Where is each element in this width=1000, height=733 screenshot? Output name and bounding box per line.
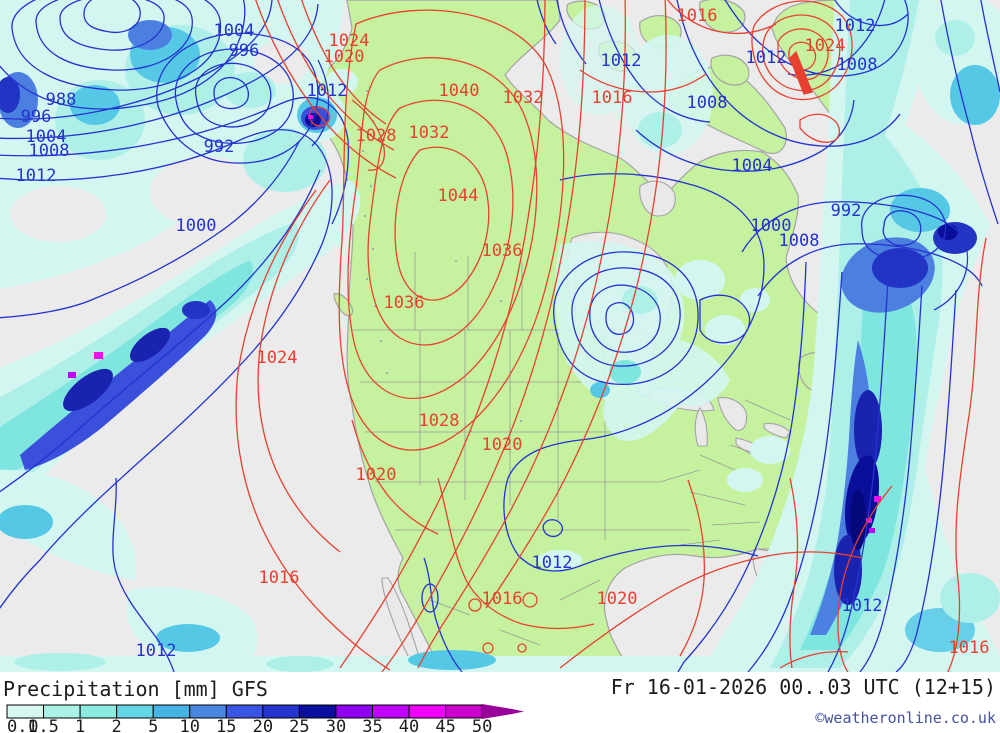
isobar-label: 1024 <box>329 31 370 51</box>
terrain-speckles <box>362 90 522 432</box>
isobar-label: 1016 <box>482 589 523 609</box>
isobar-label: 1004 <box>214 21 255 41</box>
isobar-label: 1004 <box>732 156 773 176</box>
lake-michigan <box>694 406 708 447</box>
colorbar-overflow-arrow <box>482 704 524 719</box>
colorbar-tick-label: 25 <box>289 717 309 733</box>
colorbar-tick-labels: 0.10.5 1 2 5 10 15 20 25 30 35 40 45 50 <box>7 717 492 733</box>
isobar-label: 1024 <box>257 348 298 368</box>
isobar-label: 1000 <box>751 216 792 236</box>
map-title: Precipitation [mm] GFS <box>3 677 268 701</box>
isobar-labels-group: 9889961004100810121004996992100010121012… <box>16 6 990 661</box>
isobar-label: 1032 <box>503 88 544 108</box>
isobar-label: 1012 <box>842 596 883 616</box>
isobar-label: 1004 <box>26 127 67 147</box>
isobars-red-group <box>235 0 987 673</box>
isobar-label: 1012 <box>16 166 57 186</box>
isobar-label: 1020 <box>597 589 638 609</box>
isobar-label: 1008 <box>837 55 878 75</box>
isobar-label: 1036 <box>482 241 523 261</box>
colorbar-tick-label: 20 <box>253 717 273 733</box>
colorbar-tick-label: 30 <box>326 717 346 733</box>
colorbar-tick-label: 15 <box>216 717 236 733</box>
colorbar-tick-label: 50 <box>472 717 492 733</box>
colorbar-tick-label: 10 <box>180 717 200 733</box>
colorbar-tick-label: 2 <box>112 717 122 733</box>
isobar-label: 1020 <box>324 47 365 67</box>
isobar-label: 1016 <box>259 568 300 588</box>
isobar-label: 1008 <box>687 93 728 113</box>
legend-footer: Precipitation [mm] GFS Fr 16-01-2026 00.… <box>0 672 1000 733</box>
isobar-label: 992 <box>831 201 862 221</box>
isobar-label: 1012 <box>307 81 348 101</box>
isobar-label: 1012 <box>835 16 876 36</box>
isobar-label: 1016 <box>677 6 718 26</box>
foxe-basin <box>639 180 676 217</box>
isobar-label: 988 <box>46 90 77 110</box>
isobar-label: 1036 <box>384 293 425 313</box>
colorbar-tick-label: 40 <box>399 717 419 733</box>
isobar-label: 1012 <box>532 553 573 573</box>
isobar-label: 1024 <box>805 36 846 56</box>
precipitation-shading-group <box>0 0 1000 674</box>
isobar-label: 1020 <box>356 465 397 485</box>
colorbar-tick-label: 45 <box>435 717 455 733</box>
colorbar-tick-label: 0.1 <box>7 717 38 733</box>
isobar-label: 1012 <box>601 51 642 71</box>
footer-background <box>0 672 1000 733</box>
colorbar-tick-label: 35 <box>362 717 382 733</box>
colorbar-tick-label: 1 <box>75 717 85 733</box>
isobar-label: 1016 <box>592 88 633 108</box>
isobar-label: 1020 <box>482 435 523 455</box>
isobar-label: 996 <box>21 107 52 127</box>
copyright-text: ©weatheronline.co.uk <box>815 709 996 727</box>
isobars-blue-group <box>0 0 1000 673</box>
isobar-label: 1044 <box>438 186 479 206</box>
isobar-label: 996 <box>229 41 260 61</box>
colorbar-swatches <box>6 704 483 719</box>
isobar-label: 1016 <box>949 638 990 658</box>
isobar-label: 1012 <box>136 641 177 661</box>
isobar-label: 1008 <box>779 231 820 251</box>
isobar-label: 992 <box>204 137 235 157</box>
isobar-label: 1008 <box>29 141 70 161</box>
isobar-label: 1012 <box>746 48 787 68</box>
arctic-island-3 <box>710 54 750 86</box>
colorbar-tick-label: 5 <box>148 717 158 733</box>
lake-huron <box>717 397 748 431</box>
isobar-label: 1040 <box>439 81 480 101</box>
colorbar-tick-label: 0.5 <box>28 717 59 733</box>
isobar-label: 1000 <box>176 216 217 236</box>
isobar-label: 1032 <box>409 123 450 143</box>
isobar-label: 1028 <box>419 411 460 431</box>
isobar-label: 1028 <box>356 126 397 146</box>
timestamp-text: Fr 16-01-2026 00..03 UTC (12+15) <box>611 675 996 699</box>
lake-ontario <box>763 422 791 439</box>
